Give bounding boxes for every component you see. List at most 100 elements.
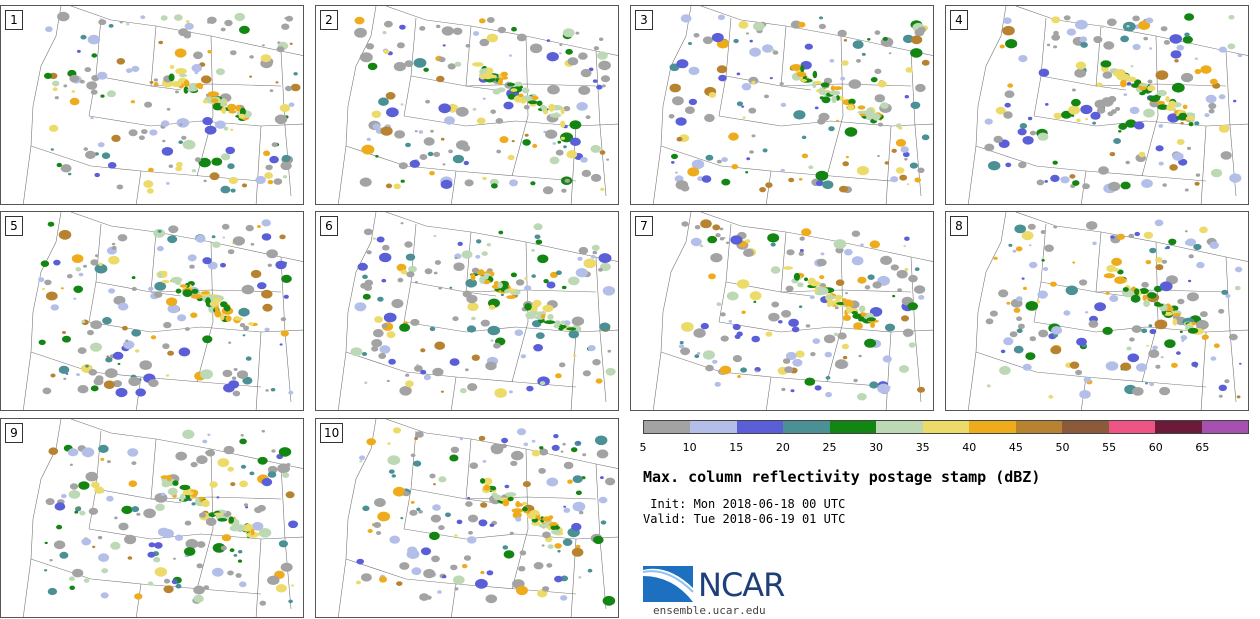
reflectivity-cell bbox=[764, 94, 769, 99]
reflectivity-cell bbox=[478, 18, 486, 24]
reflectivity-map bbox=[337, 419, 618, 617]
reflectivity-cell bbox=[1113, 138, 1121, 144]
reflectivity-cell bbox=[1053, 45, 1058, 49]
reflectivity-cell bbox=[157, 272, 163, 279]
ncar-logo-icon bbox=[643, 566, 694, 602]
reflectivity-cell bbox=[490, 339, 494, 342]
reflectivity-cell bbox=[1229, 173, 1242, 183]
reflectivity-cell bbox=[510, 272, 517, 278]
reflectivity-cell bbox=[1188, 254, 1194, 259]
reflectivity-cell bbox=[712, 359, 718, 364]
reflectivity-cell bbox=[1184, 230, 1188, 233]
member-panel-8: 8 bbox=[945, 211, 1249, 411]
reflectivity-cell bbox=[532, 143, 538, 148]
reflectivity-cell bbox=[820, 252, 825, 256]
reflectivity-cell bbox=[398, 162, 408, 170]
reflectivity-cell bbox=[1141, 328, 1148, 334]
reflectivity-cell bbox=[382, 31, 387, 35]
reflectivity-cell bbox=[291, 584, 295, 587]
reflectivity-map bbox=[22, 212, 303, 410]
reflectivity-cell bbox=[884, 161, 889, 165]
reflectivity-cell bbox=[1210, 356, 1217, 361]
reflectivity-cell bbox=[230, 482, 236, 487]
reflectivity-cell bbox=[1155, 364, 1161, 369]
reflectivity-cell bbox=[281, 154, 291, 163]
panel-label: 10 bbox=[320, 423, 344, 443]
reflectivity-cell bbox=[770, 242, 776, 247]
reflectivity-cell bbox=[841, 343, 849, 350]
reflectivity-cell bbox=[258, 528, 272, 538]
state-boundary bbox=[570, 331, 577, 410]
reflectivity-cell bbox=[280, 562, 293, 572]
reflectivity-cell bbox=[420, 369, 427, 375]
reflectivity-cell bbox=[434, 341, 446, 350]
reflectivity-cell bbox=[467, 383, 478, 392]
reflectivity-cell bbox=[497, 282, 503, 289]
reflectivity-cell bbox=[743, 248, 754, 257]
reflectivity-cell bbox=[921, 59, 930, 66]
reflectivity-cell bbox=[371, 110, 382, 119]
reflectivity-cell bbox=[182, 139, 196, 150]
reflectivity-cell bbox=[1204, 113, 1210, 118]
reflectivity-cell bbox=[1074, 68, 1087, 78]
reflectivity-cell bbox=[167, 350, 175, 356]
reflectivity-cell bbox=[452, 316, 459, 322]
reflectivity-cell bbox=[127, 556, 133, 560]
reflectivity-cell bbox=[285, 85, 292, 92]
reflectivity-cell bbox=[1115, 106, 1121, 111]
reflectivity-cell bbox=[671, 153, 678, 160]
state-boundary bbox=[196, 35, 214, 177]
reflectivity-cell bbox=[279, 104, 291, 112]
reflectivity-cell bbox=[607, 349, 612, 353]
reflectivity-cell bbox=[1044, 180, 1048, 183]
reflectivity-cell bbox=[166, 107, 171, 111]
reflectivity-cell bbox=[1149, 247, 1157, 254]
reflectivity-cell bbox=[425, 99, 431, 104]
reflectivity-cell bbox=[840, 76, 846, 81]
reflectivity-cell bbox=[1209, 78, 1218, 85]
reflectivity-cell bbox=[814, 106, 819, 110]
reflectivity-cell bbox=[366, 137, 371, 141]
reflectivity-cell bbox=[701, 175, 712, 183]
reflectivity-cell bbox=[1155, 257, 1163, 263]
reflectivity-cell bbox=[578, 85, 591, 95]
reflectivity-cell bbox=[1149, 47, 1153, 50]
reflectivity-cell bbox=[708, 273, 716, 280]
reflectivity-cell bbox=[1088, 320, 1099, 328]
reflectivity-cell bbox=[56, 524, 63, 530]
reflectivity-cell bbox=[719, 237, 725, 241]
reflectivity-cell bbox=[696, 352, 701, 355]
reflectivity-cell bbox=[486, 68, 492, 77]
reflectivity-cell bbox=[736, 72, 741, 76]
reflectivity-cell bbox=[835, 95, 840, 101]
reflectivity-cell bbox=[707, 235, 718, 244]
state-boundary bbox=[88, 17, 102, 117]
reflectivity-cell bbox=[434, 260, 441, 265]
reflectivity-cell bbox=[1136, 363, 1148, 372]
reflectivity-cell bbox=[379, 576, 387, 583]
reflectivity-cell bbox=[494, 388, 507, 398]
reflectivity-cell bbox=[771, 301, 780, 308]
reflectivity-cell bbox=[388, 358, 396, 365]
reflectivity-cell bbox=[418, 510, 423, 514]
reflectivity-cell bbox=[587, 568, 593, 573]
reflectivity-cell bbox=[1021, 231, 1034, 241]
reflectivity-cell bbox=[700, 322, 709, 330]
reflectivity-cell bbox=[872, 281, 882, 289]
reflectivity-cell bbox=[1139, 288, 1149, 294]
reflectivity-cell bbox=[784, 366, 794, 373]
reflectivity-cell bbox=[910, 101, 921, 110]
reflectivity-cell bbox=[81, 320, 86, 324]
reflectivity-cell bbox=[481, 251, 488, 256]
reflectivity-cell bbox=[232, 390, 241, 397]
colorbar-tick-label: 40 bbox=[962, 441, 977, 454]
reflectivity-cell bbox=[1002, 25, 1015, 36]
reflectivity-cell bbox=[101, 568, 109, 574]
reflectivity-cell bbox=[147, 551, 156, 558]
reflectivity-cell bbox=[85, 471, 99, 482]
reflectivity-cell bbox=[870, 77, 878, 83]
reflectivity-cell bbox=[475, 578, 488, 589]
reflectivity-cell bbox=[581, 169, 592, 177]
reflectivity-cell bbox=[522, 139, 531, 146]
reflectivity-cell bbox=[533, 344, 543, 352]
